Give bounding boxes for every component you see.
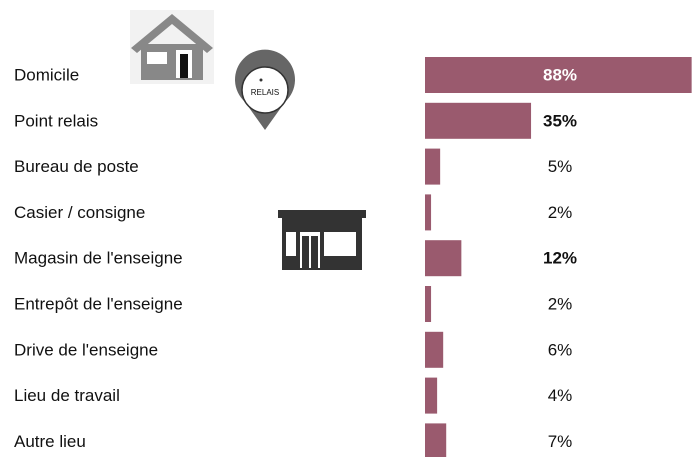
value-label: 88% (543, 65, 577, 84)
category-label: Lieu de travail (14, 386, 120, 405)
bar (425, 194, 432, 231)
relais-pin-icon: RELAIS (235, 49, 296, 130)
bar (425, 148, 441, 185)
value-label: 2% (548, 294, 573, 313)
category-label: Point relais (14, 111, 98, 130)
shop-icon (278, 210, 366, 270)
value-label: 5% (548, 157, 573, 176)
category-label: Bureau de poste (14, 157, 139, 176)
bar (425, 423, 447, 457)
bar (425, 57, 692, 93)
category-label: Drive de l'enseigne (14, 340, 158, 359)
category-label: Domicile (14, 65, 79, 84)
category-label: Magasin de l'enseigne (14, 249, 183, 268)
bar (425, 102, 532, 139)
category-label: Casier / consigne (14, 203, 145, 222)
bar (425, 377, 438, 414)
value-label: 7% (548, 432, 573, 451)
value-label: 35% (543, 111, 577, 130)
value-label: 6% (548, 340, 573, 359)
house-icon (130, 10, 214, 84)
category-label: Autre lieu (14, 432, 86, 451)
value-label: 12% (543, 249, 577, 268)
category-label: Entrepôt de l'enseigne (14, 294, 183, 313)
bar (425, 286, 432, 322)
value-label: 4% (548, 386, 573, 405)
bar (425, 331, 444, 368)
value-label: 2% (548, 203, 573, 222)
pin-label: RELAIS (251, 88, 279, 97)
bar (425, 240, 462, 277)
